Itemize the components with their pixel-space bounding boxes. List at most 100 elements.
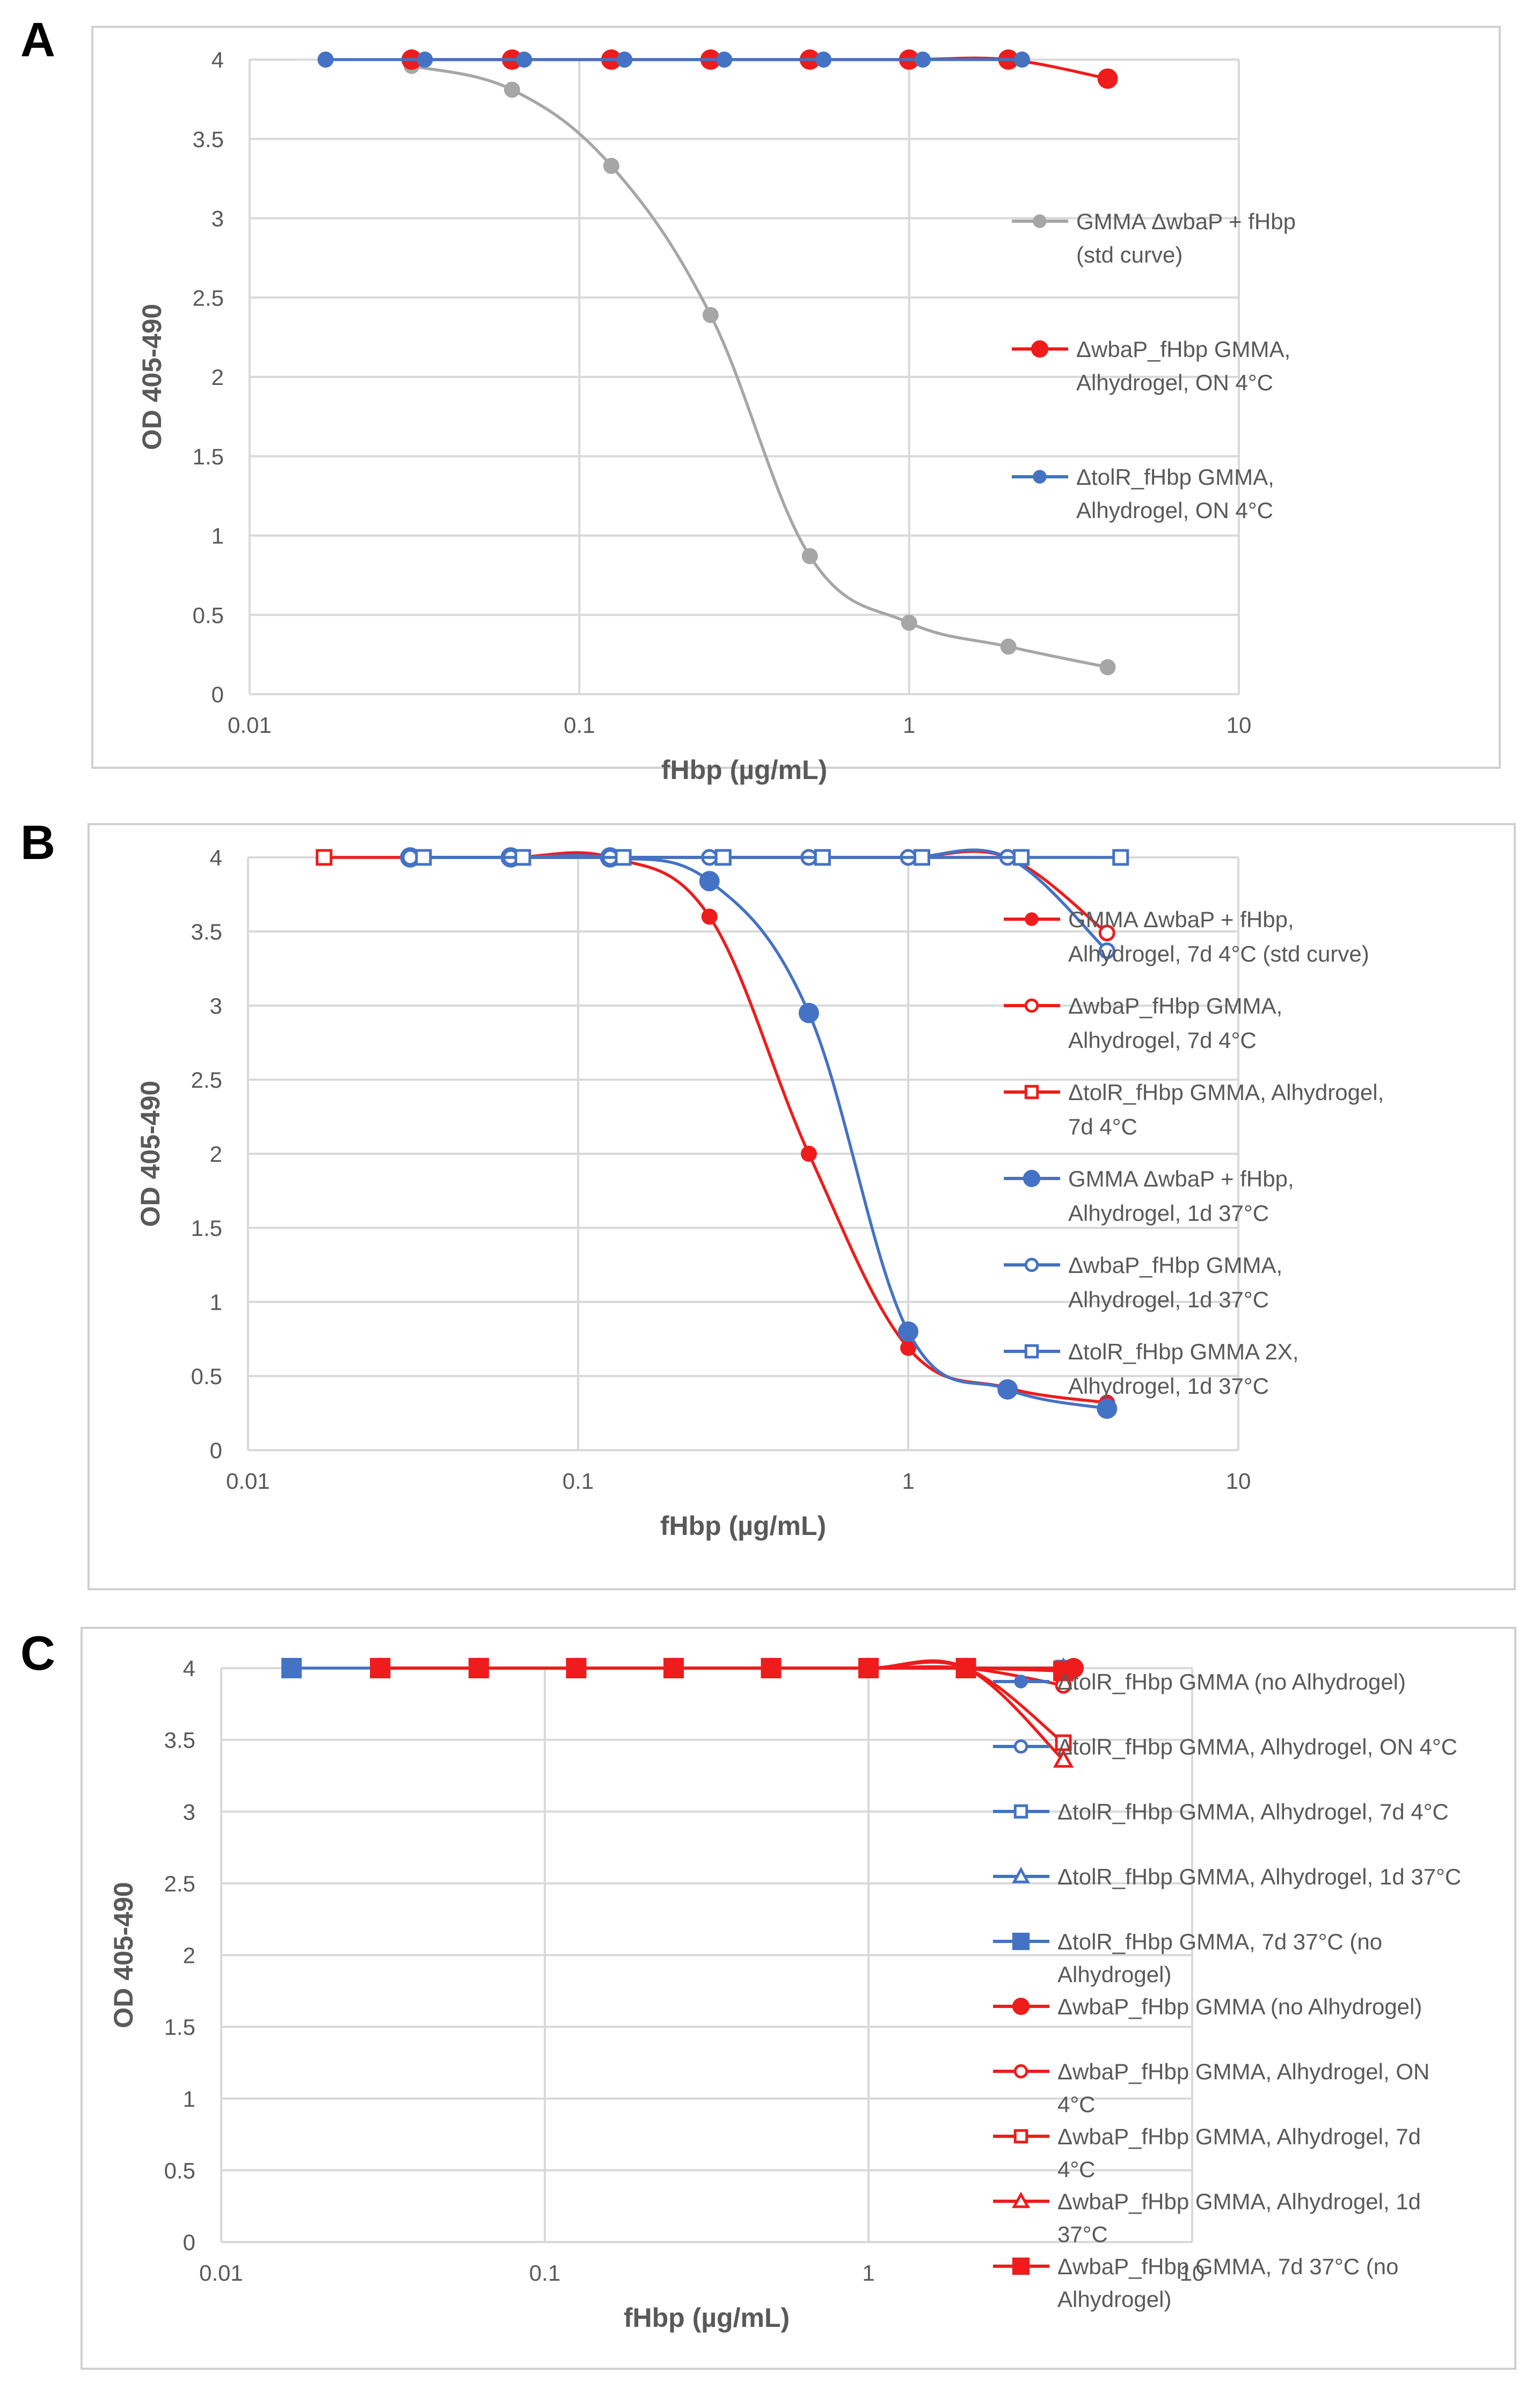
legend-entry-1: GMMA ΔwbaP + fHbp, Alhydrogel, 7d 4°C (st… [1004, 907, 1369, 966]
data-point [801, 548, 818, 564]
data-point [417, 52, 433, 68]
data-point [913, 849, 930, 866]
data-point [761, 1658, 782, 1678]
data-point [514, 849, 531, 866]
legend-label: ΔwbaP_fHbp GMMA, Alhydrogel, ON 4°C [1076, 337, 1290, 395]
y-tick-label: 1.5 [191, 1216, 222, 1241]
data-point [468, 1658, 489, 1678]
legend-entry-4: GMMA ΔwbaP + fHbp, Alhydrogel, 1d 37°C [1004, 1166, 1294, 1226]
data-point [1053, 1749, 1074, 1768]
legend-marker [1024, 1085, 1039, 1100]
series-line [380, 1666, 1064, 1673]
legend-label: GMMA ΔwbaP + fHbp, Alhydrogel, 1d 37°C [1068, 1166, 1294, 1226]
data-point [898, 1321, 918, 1342]
data-point [997, 1379, 1018, 1400]
y-tick-label: 2 [183, 1943, 195, 1968]
y-axis-title: OD 405-490 [137, 304, 167, 450]
y-tick-label: 2.5 [193, 285, 224, 310]
y-tick-label: 4 [211, 47, 224, 72]
data-point [900, 1340, 916, 1356]
data-point [503, 82, 520, 98]
data-point [317, 52, 334, 68]
data-point [616, 52, 633, 68]
y-tick-label: 0.5 [164, 2158, 195, 2183]
data-point [858, 1658, 879, 1678]
y-tick-label: 1 [183, 2086, 195, 2112]
y-tick-label: 2.5 [164, 1871, 195, 1896]
data-point [603, 157, 619, 174]
legend-label: ΔtolR_fHbp GMMA, Alhydrogel, ON 4°C [1076, 464, 1274, 523]
x-tick-label: 1 [862, 2260, 874, 2286]
panel-label: B [20, 816, 55, 870]
data-point [566, 1658, 587, 1678]
x-tick-label: 0.01 [228, 712, 272, 738]
data-point [516, 52, 532, 68]
legend-entry-3: ΔtolR_fHbp GMMA, Alhydrogel, 7d 4°C [1004, 1080, 1384, 1139]
y-tick-label: 2 [210, 1141, 222, 1167]
data-point [402, 849, 419, 866]
x-tick-label: 0.1 [564, 712, 595, 738]
legend-label: ΔwbaP_fHbp GMMA, Alhydrogel, 7d 4°C [1068, 993, 1282, 1053]
legend-entry-2: ΔwbaP_fHbp GMMA, Alhydrogel, 7d 4°C [1004, 993, 1282, 1053]
x-tick-label: 0.1 [563, 1468, 594, 1494]
y-axis-title: OD 405-490 [135, 1081, 165, 1227]
data-point [1097, 1398, 1118, 1419]
legend-label: ΔtolR_fHbp GMMA, Alhydrogel, ON 4°C [1057, 1734, 1457, 1759]
legend-marker [1012, 1867, 1030, 1883]
legend-marker [1013, 2129, 1028, 2144]
data-point [798, 1002, 819, 1023]
legend-label: ΔwbaP_fHbp GMMA, Alhydrogel, 1d 37°C [1068, 1253, 1282, 1312]
data-point [1097, 68, 1118, 89]
legend-entry-5: ΔtolR_fHbp GMMA, 7d 37°C (no Alhydrogel) [993, 1929, 1382, 1987]
x-tick-label: 0.01 [199, 2260, 243, 2286]
y-tick-label: 3.5 [193, 127, 224, 152]
x-tick-label: 10 [1180, 2260, 1205, 2286]
data-point [663, 1658, 684, 1678]
data-point [714, 849, 732, 866]
y-tick-label: 2 [211, 365, 224, 390]
legend-marker [1024, 998, 1039, 1013]
data-point [1053, 1661, 1074, 1682]
legend-label: ΔwbaP_fHbp GMMA, Alhydrogel, 1d 37°C [1057, 2189, 1421, 2247]
y-tick-label: 3 [211, 206, 224, 231]
data-point [915, 52, 931, 68]
x-tick-label: 1 [903, 712, 915, 738]
legend-marker [1031, 340, 1049, 358]
legend-marker [1025, 912, 1039, 926]
legend-entry-1: GMMA ΔwbaP + fHbp (std curve) [1012, 209, 1296, 267]
legend-label: ΔwbaP_fHbp GMMA, 7d 37°C (no Alhydrogel) [1057, 2254, 1398, 2312]
y-tick-label: 0 [183, 2230, 195, 2255]
y-tick-label: 1 [211, 523, 224, 549]
x-axis-title: fHbp (µg/mL) [661, 755, 827, 785]
data-point [1112, 849, 1129, 866]
legend-label: ΔtolR_fHbp GMMA 2X, Alhydrogel, 1d 37°C [1068, 1339, 1299, 1399]
x-tick-label: 0.1 [529, 2260, 560, 2286]
y-tick-label: 3 [183, 1799, 195, 1824]
chart-frame [81, 1627, 1516, 2370]
data-point [702, 307, 719, 323]
y-tick-label: 4 [210, 845, 222, 870]
panel-label: A [20, 13, 55, 67]
data-point [615, 849, 632, 866]
y-axis-title: OD 405-490 [108, 1882, 138, 2028]
x-tick-label: 10 [1227, 712, 1252, 738]
legend-label: GMMA ΔwbaP + fHbp (std curve) [1076, 209, 1296, 267]
data-point [716, 52, 733, 68]
legend-label: ΔwbaP_fHbp GMMA, Alhydrogel, 7d 4°C [1057, 2124, 1421, 2182]
legend-marker [1012, 2257, 1030, 2275]
legend-marker [1012, 2192, 1030, 2208]
legend-marker [1033, 470, 1047, 484]
data-point [955, 1658, 976, 1678]
series-3 [317, 52, 1031, 68]
x-tick-label: 1 [902, 1468, 914, 1494]
data-point [1000, 638, 1017, 655]
x-tick-label: 10 [1226, 1468, 1251, 1494]
y-tick-label: 0.5 [191, 1364, 222, 1389]
data-point [815, 52, 832, 68]
legend-marker [1033, 214, 1047, 228]
y-tick-label: 0.5 [193, 602, 224, 628]
legend-marker [1024, 1344, 1039, 1359]
legend-entry-7: ΔwbaP_fHbp GMMA, Alhydrogel, ON 4°C [993, 2059, 1429, 2117]
x-axis-title: fHbp (µg/mL) [624, 2303, 790, 2333]
